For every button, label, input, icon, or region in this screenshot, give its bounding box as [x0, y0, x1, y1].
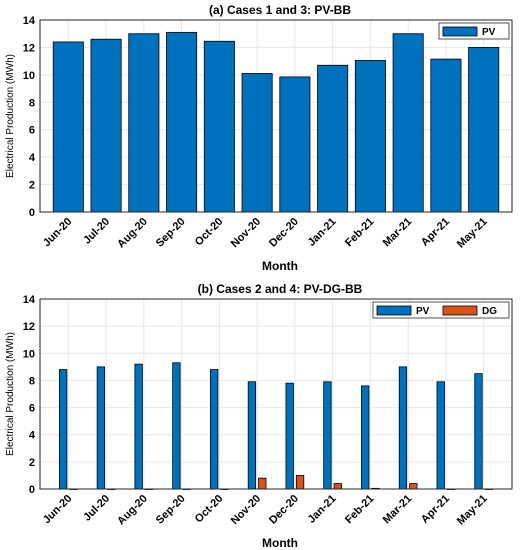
x-tick-label: Jul-20 [81, 216, 112, 247]
x-tick-label: Jun-20 [41, 216, 75, 250]
y-tick-label: 14 [23, 294, 36, 306]
bar-pv-may-21 [468, 47, 500, 213]
bar-pv-aug-20 [128, 33, 160, 213]
x-tick-label: Jun-20 [41, 493, 75, 527]
bar-pv-jan-21 [317, 64, 349, 213]
x-tick-label: Dec-20 [267, 493, 301, 527]
y-tick-label: 0 [29, 484, 35, 496]
legend-swatch-dg [442, 305, 478, 316]
plot-area [40, 299, 512, 489]
bar-pv-jun-20 [58, 369, 68, 490]
x-tick-label: Oct-20 [193, 216, 226, 249]
bar-pv-aug-20 [134, 363, 143, 490]
chart-panel-2: 0 2 4 6 8 10 12 14 Jun-20 Jul-20 Aug-20 Sep-20 Oct-2… [5, 282, 513, 550]
y-tick-label: 6 [29, 125, 35, 137]
bar-pv-oct-20 [210, 369, 219, 490]
bar-dg-mar-21 [409, 483, 418, 490]
bar-pv-may-21 [474, 373, 483, 490]
x-axis-label: Month [262, 536, 298, 550]
x-tick-label: Jan-21 [306, 216, 339, 249]
y-tick-label: 4 [29, 430, 36, 442]
x-axis-label: Month [262, 259, 298, 273]
bar-pv-mar-21 [392, 33, 424, 213]
legend-swatch-pv [442, 26, 478, 37]
y-tick-label: 12 [23, 321, 35, 333]
x-tick-label: Nov-20 [229, 493, 263, 527]
y-tick-label: 14 [23, 15, 36, 27]
legend: PV DG [372, 301, 510, 319]
bar-pv-jun-20 [52, 41, 84, 213]
y-tick-label: 6 [29, 403, 35, 415]
y-tick-label: 2 [29, 457, 35, 469]
bar-dg-dec-20 [295, 475, 305, 490]
bar-pv-mar-21 [398, 366, 408, 490]
x-tick-label: Aug-20 [115, 216, 150, 251]
y-tick-label: 8 [29, 375, 35, 387]
x-tick-label: Aug-20 [115, 493, 150, 528]
bar-pv-jan-21 [323, 381, 332, 490]
legend-swatch-pv [376, 305, 412, 316]
y-tick-label: 0 [29, 207, 35, 219]
x-tick-label: Feb-21 [343, 493, 377, 527]
x-tick-label: Dec-20 [267, 216, 301, 250]
x-tick-label: Jul-20 [81, 493, 112, 524]
x-tick-label: Nov-20 [229, 216, 263, 250]
axes-frame [39, 19, 513, 213]
bar-pv-feb-21 [361, 385, 370, 490]
x-tick-label: Oct-20 [193, 493, 226, 526]
bar-dg-nov-20 [258, 477, 267, 490]
bar-pv-jul-20 [90, 38, 122, 213]
x-tick-label: Sep-20 [154, 216, 188, 250]
legend: PV [438, 22, 510, 40]
legend-label-pv: PV [416, 306, 430, 317]
bar-pv-oct-20 [203, 40, 235, 213]
x-tick-label: Mar-21 [381, 216, 415, 250]
bar-pv-dec-20 [279, 76, 311, 213]
y-tick-label: 10 [23, 348, 35, 360]
y-tick-label: 8 [29, 97, 35, 109]
bar-dg-jan-21 [333, 483, 342, 490]
bar-pv-nov-20 [241, 73, 273, 213]
bar-pv-dec-20 [285, 382, 294, 490]
axes-frame [39, 298, 513, 490]
y-axis-label: Electrical Production (MWh) [5, 54, 16, 178]
chart-title: (a) Cases 1 and 3: PV-BB [209, 3, 351, 17]
bar-pv-nov-20 [247, 381, 257, 490]
bar-pv-sep-20 [172, 362, 181, 490]
bar-pv-jul-20 [96, 366, 106, 490]
x-tick-label: Apr-21 [419, 493, 452, 526]
y-axis-label: Electrical Production (MWh) [5, 332, 16, 456]
y-tick-label: 4 [29, 152, 36, 164]
bar-pv-apr-21 [430, 58, 462, 213]
y-tick-label: 12 [23, 42, 35, 54]
legend-label-pv: PV [482, 27, 496, 38]
x-tick-label: May-21 [455, 216, 490, 251]
legend-label-dg: DG [482, 306, 497, 317]
x-tick-label: Feb-21 [343, 216, 377, 250]
chart-title: (b) Cases 2 and 4: PV-DG-BB [198, 282, 363, 296]
bar-pv-feb-21 [354, 60, 386, 213]
x-tick-label: Apr-21 [419, 216, 452, 249]
bar-pv-apr-21 [436, 381, 445, 490]
x-tick-label: Mar-21 [381, 493, 415, 527]
x-tick-label: Jan-21 [306, 493, 339, 526]
x-tick-label: May-21 [455, 493, 490, 528]
y-tick-label: 10 [23, 70, 35, 82]
bar-pv-sep-20 [166, 31, 198, 213]
x-tick-label: Sep-20 [154, 493, 188, 527]
y-tick-label: 2 [29, 180, 35, 192]
chart-panel-1: 0 2 4 6 8 10 12 14 Jun-20 Jul-20 Aug-20 Sep-20 Oct-2… [5, 3, 513, 273]
